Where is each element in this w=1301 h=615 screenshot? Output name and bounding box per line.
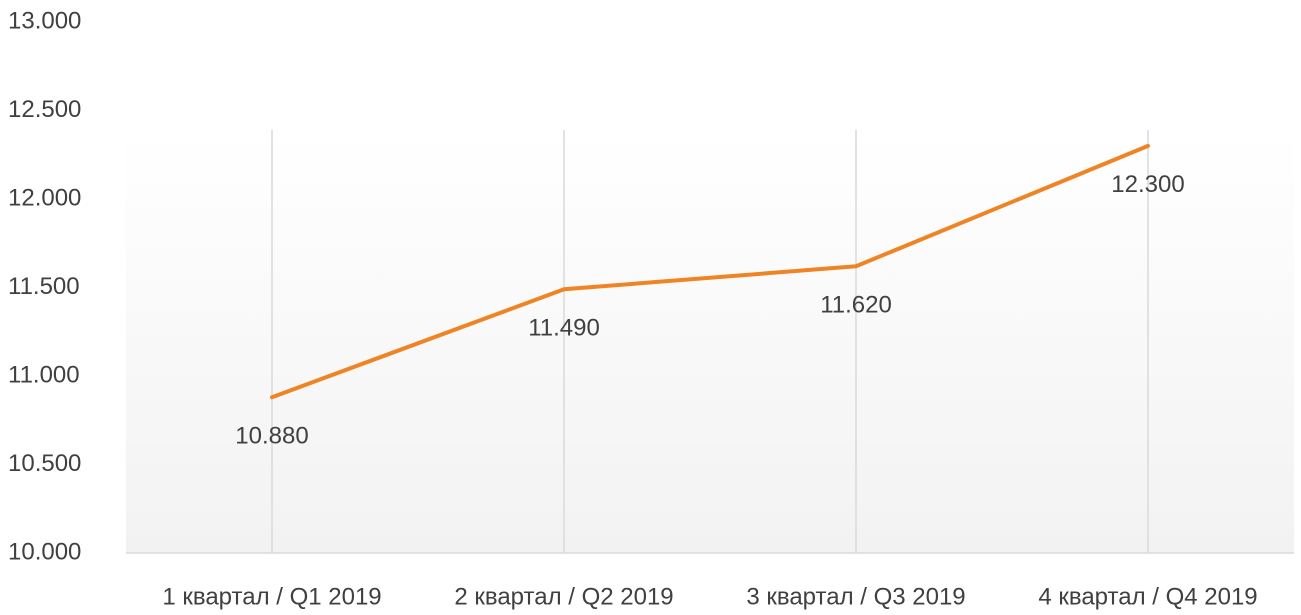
y-tick-label: 12.000 [8,184,81,211]
x-tick-label: 1 квартал / Q1 2019 [162,583,381,610]
y-tick-label: 11.000 [8,361,80,388]
plot-background [126,130,1294,553]
line [270,143,1150,400]
y-tick-label: 11.500 [8,273,80,300]
data-label: 11.620 [820,292,892,319]
data-label: 11.490 [528,315,600,342]
y-tick-label: 13.000 [8,7,81,34]
x-tick-label: 3 квартал / Q3 2019 [746,583,965,610]
y-tick-label: 12.500 [8,96,81,123]
y-tick-label: 10.500 [8,450,81,477]
x-tick-label: 2 квартал / Q2 2019 [454,583,673,610]
y-tick-label: 10.000 [8,538,81,565]
x-tick-label: 4 квартал / Q4 2019 [1038,583,1257,610]
data-label: 12.300 [1111,171,1184,198]
data-label: 10.880 [235,423,308,450]
